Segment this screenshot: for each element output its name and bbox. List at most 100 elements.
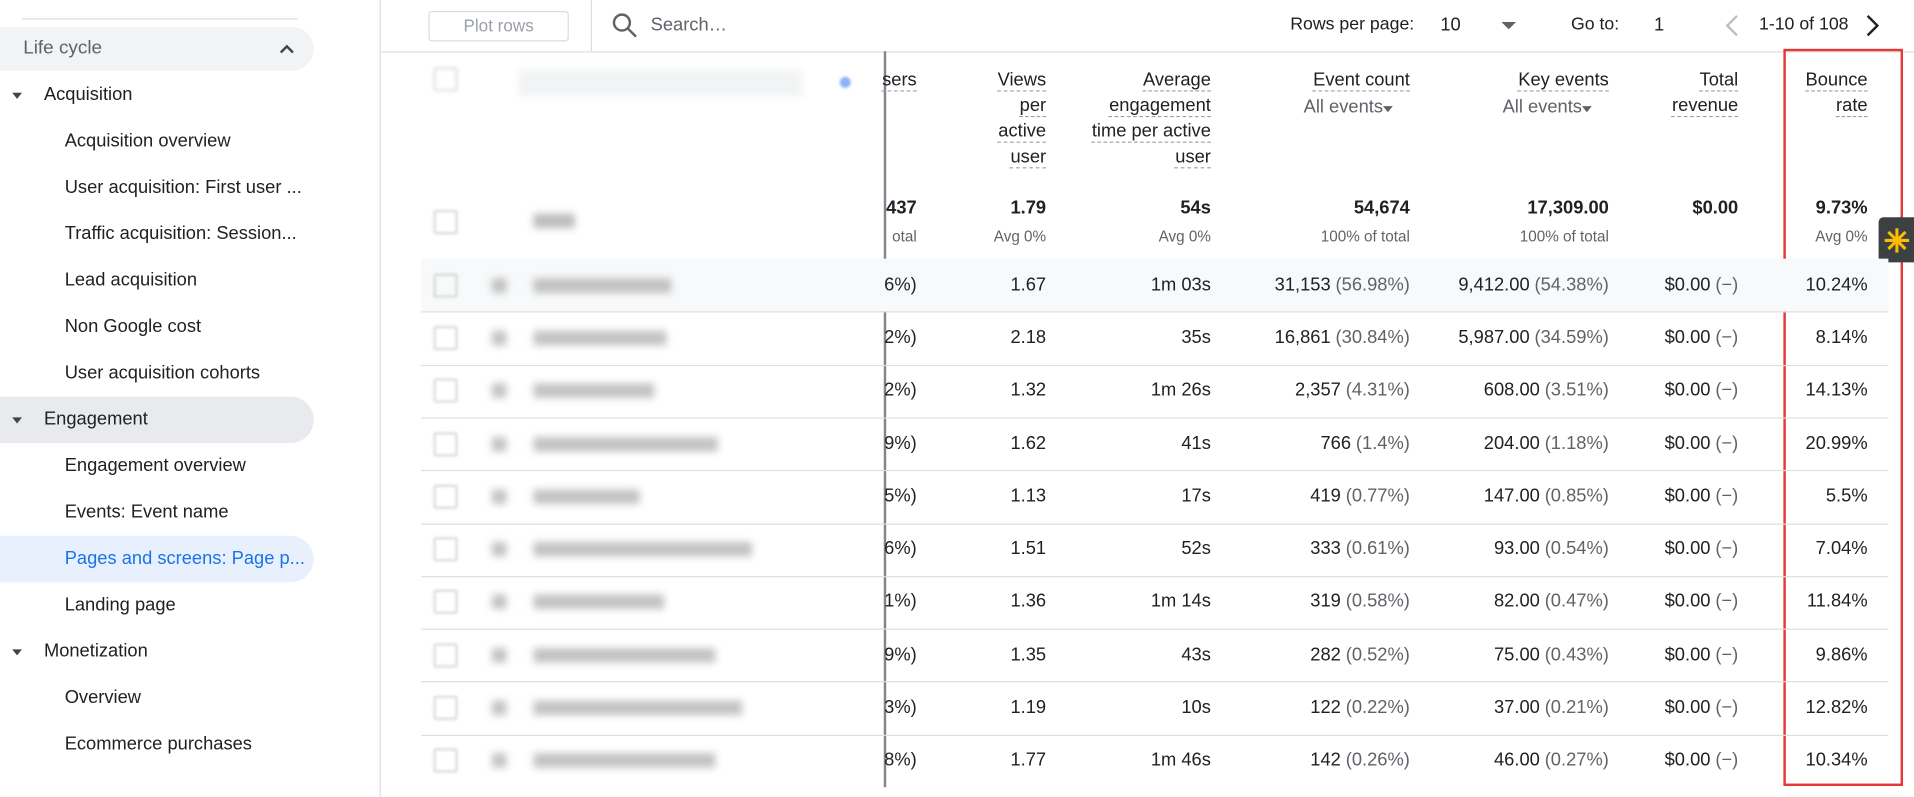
- cell: $0.00 (−): [1665, 433, 1739, 454]
- go-to-input[interactable]: 1: [1653, 14, 1665, 36]
- cell: 7.04%: [1815, 538, 1868, 560]
- row-checkbox[interactable]: [433, 272, 458, 298]
- nav-group[interactable]: Acquisition: [43, 84, 133, 105]
- cell-value: 319: [1310, 591, 1341, 612]
- row-dimension: [491, 594, 665, 610]
- cell: 6%): [884, 538, 917, 560]
- nav-item[interactable]: Overview: [64, 687, 142, 708]
- row-checkbox[interactable]: [433, 537, 458, 562]
- frozen-column-divider: [883, 51, 887, 788]
- filter-caret[interactable]: [1383, 106, 1393, 113]
- cell: 10.24%: [1805, 274, 1868, 295]
- row-checkbox[interactable]: [433, 378, 458, 404]
- total-value: 9.73%: [1815, 197, 1868, 219]
- row-checkbox[interactable]: [433, 484, 458, 509]
- cell: 11.84%: [1806, 591, 1868, 612]
- nav-item[interactable]: Engagement overview: [64, 455, 246, 477]
- expand-icon[interactable]: [12, 417, 22, 424]
- cell-share: (30.84%): [1335, 326, 1410, 348]
- cell: 41s: [1181, 432, 1211, 454]
- header-label[interactable]: Event count: [1313, 69, 1410, 91]
- search-icon[interactable]: [612, 12, 639, 39]
- header-label[interactable]: Bounce rate: [1805, 69, 1868, 116]
- header-label[interactable]: Views per active user: [997, 69, 1047, 168]
- row-checkbox[interactable]: [433, 642, 458, 668]
- cell-share: (0.61%): [1345, 538, 1410, 560]
- cell: 5,987.00 (34.59%): [1458, 327, 1608, 348]
- cell: 2%): [884, 379, 917, 401]
- row-dimension: [491, 277, 672, 293]
- column-header[interactable]: Views per active user: [973, 67, 1047, 170]
- row-dimension: [491, 330, 667, 346]
- row-checkbox[interactable]: [433, 589, 458, 615]
- column-header[interactable]: Event count: [1239, 67, 1410, 93]
- metric-filter[interactable]: All events: [1502, 96, 1582, 118]
- filter-caret[interactable]: [1581, 106, 1592, 113]
- collapse-icon[interactable]: [278, 40, 295, 57]
- cell: $0.00 (−): [1665, 591, 1739, 612]
- nav-item[interactable]: Non Google cost: [64, 316, 202, 337]
- cell-value: 766: [1320, 432, 1352, 454]
- header-label[interactable]: Total revenue: [1672, 69, 1739, 116]
- expand-icon[interactable]: [12, 649, 22, 656]
- cell: $0.00 (−): [1665, 697, 1739, 718]
- cell-value: 9,412.00: [1458, 274, 1530, 295]
- nav-item[interactable]: Landing page: [64, 594, 176, 616]
- search-input[interactable]: Search…: [650, 14, 727, 36]
- widget-icon[interactable]: [1883, 227, 1910, 254]
- nav-item[interactable]: Traffic acquisition: Session...: [64, 223, 297, 245]
- cell-value: 147.00: [1483, 485, 1540, 507]
- cell: 282 (0.52%): [1310, 644, 1410, 665]
- column-header[interactable]: Bounce rate: [1794, 67, 1868, 118]
- row-checkbox[interactable]: [433, 695, 458, 721]
- nav-item[interactable]: Lead acquisition: [64, 269, 198, 291]
- nav-item[interactable]: User acquisition: First user ...: [64, 176, 302, 198]
- row-dimension: [491, 489, 640, 504]
- cell-value: $0.00: [1664, 432, 1711, 454]
- cell: 9%): [884, 644, 917, 665]
- cell: 319 (0.58%): [1310, 591, 1410, 612]
- row-checkbox[interactable]: [433, 325, 458, 351]
- cell: 2.18: [1010, 326, 1047, 348]
- select-all-checkbox[interactable]: [433, 67, 458, 92]
- next-page[interactable]: [1864, 13, 1881, 37]
- dimension-select[interactable]: [518, 69, 802, 97]
- row-checkbox[interactable]: [433, 209, 458, 235]
- header-label[interactable]: Average engagement time per active user: [1091, 69, 1211, 168]
- cell-value: 122: [1310, 696, 1341, 718]
- cell-share: (0.77%): [1345, 485, 1410, 507]
- column-header[interactable]: Key events: [1438, 67, 1609, 93]
- expand-icon[interactable]: [12, 92, 22, 99]
- cell-value: 5,987.00: [1458, 326, 1530, 348]
- nav-item[interactable]: Events: Event name: [64, 501, 229, 523]
- rows-per-page-select[interactable]: 10: [1440, 14, 1461, 36]
- nav-item[interactable]: Ecommerce purchases: [64, 733, 252, 755]
- section-header[interactable]: [0, 26, 314, 71]
- row-checkbox[interactable]: [433, 431, 458, 456]
- cell: 122 (0.22%): [1310, 697, 1410, 718]
- metric-filter[interactable]: All events: [1303, 96, 1384, 118]
- cell-value: 2,357: [1295, 379, 1341, 401]
- cell: 9%): [884, 432, 917, 454]
- nav-group[interactable]: Engagement: [43, 408, 148, 430]
- cell-value: 75.00: [1493, 644, 1540, 665]
- column-header[interactable]: Average engagement time per active user: [1089, 67, 1211, 170]
- dropdown-icon[interactable]: [1500, 20, 1517, 32]
- header-label[interactable]: Key events: [1518, 69, 1609, 91]
- header-label[interactable]: sers: [882, 69, 917, 91]
- nav-group[interactable]: Monetization: [43, 640, 148, 662]
- column-header[interactable]: Total revenue: [1653, 67, 1738, 118]
- column-header[interactable]: sers: [868, 67, 917, 93]
- nav-item[interactable]: User acquisition cohorts: [64, 362, 261, 384]
- prev-page[interactable]: [1724, 13, 1741, 37]
- nav-item[interactable]: Pages and screens: Page p...: [64, 548, 305, 569]
- plot-rows-button[interactable]: Plot rows: [428, 10, 569, 42]
- cell-share: (0.85%): [1544, 485, 1609, 507]
- cell: 1.77: [1010, 749, 1047, 771]
- row-checkbox[interactable]: [433, 748, 458, 773]
- nav-item[interactable]: Acquisition overview: [64, 130, 231, 152]
- cell: 1%): [884, 591, 917, 612]
- cell: 1.32: [1010, 379, 1047, 401]
- add-dimension[interactable]: [839, 76, 851, 88]
